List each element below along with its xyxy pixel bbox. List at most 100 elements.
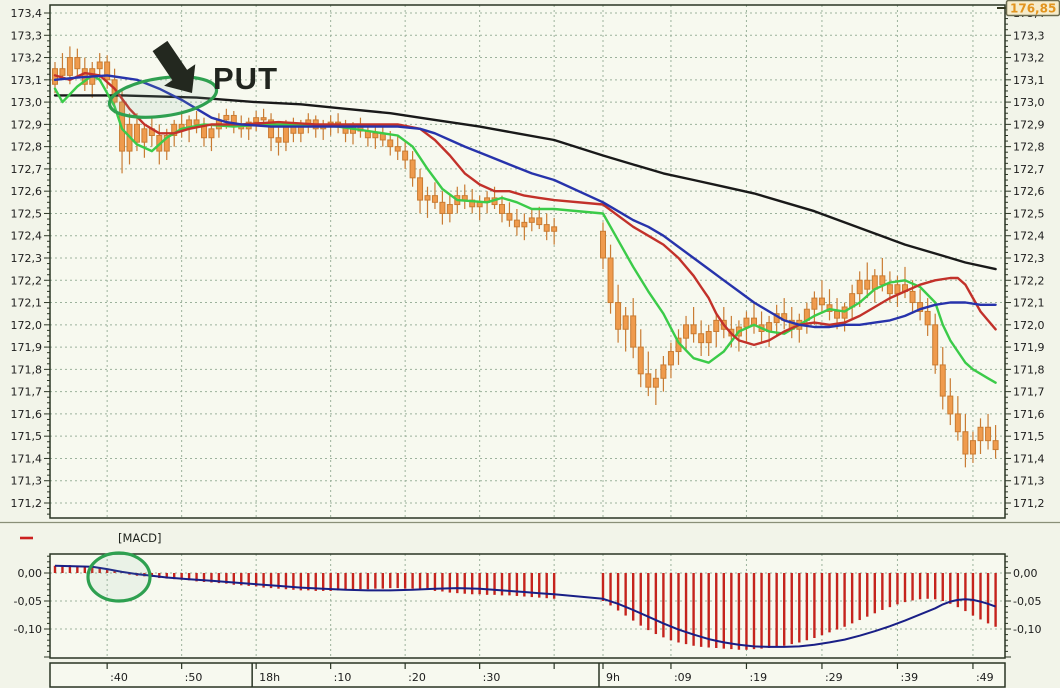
candle-body <box>879 275 886 286</box>
price-label-right: 173,2 <box>1013 52 1045 65</box>
ma-medium-red <box>53 71 997 347</box>
candle-body <box>66 57 73 76</box>
candle-body <box>528 217 535 223</box>
candle-body <box>667 351 674 366</box>
candle-body <box>506 212 513 221</box>
candle-body <box>499 204 505 214</box>
candle-body <box>985 426 992 442</box>
price-label-right: 171,8 <box>1013 363 1045 376</box>
candle-body <box>811 297 818 310</box>
time-label: :29 <box>825 671 843 684</box>
price-badge: 176,85 <box>997 0 1060 17</box>
price-label-right: 172,2 <box>1013 274 1045 287</box>
candle-body <box>394 146 401 152</box>
macd-label-left: 0,00 <box>18 567 43 580</box>
time-label: :30 <box>483 671 501 684</box>
price-label-left: 172,2 <box>11 274 43 287</box>
price-label-right: 171,2 <box>1013 497 1045 510</box>
candle-body <box>208 128 215 139</box>
candle-body <box>894 284 901 295</box>
candle-body <box>417 177 424 201</box>
price-label-right: 173,1 <box>1013 74 1045 87</box>
candle-body <box>630 315 637 348</box>
price-label-right: 171,3 <box>1013 475 1045 488</box>
candle-body <box>954 413 961 433</box>
candle-body <box>622 315 629 330</box>
plot-borders <box>49 4 1006 688</box>
price-label-left: 173,4 <box>11 7 43 20</box>
candle-body <box>275 137 282 143</box>
candle-body <box>551 226 558 232</box>
candle-body <box>962 431 969 455</box>
candle-body <box>431 195 438 203</box>
candle-body <box>104 61 111 81</box>
candle-body <box>660 364 667 379</box>
time-label: :49 <box>976 671 994 684</box>
macd-label-right: -0,05 <box>1013 595 1041 608</box>
macd-histogram <box>53 565 997 650</box>
ma-slow-blue <box>53 74 997 329</box>
time-label: :09 <box>674 671 692 684</box>
time-label: :10 <box>334 671 352 684</box>
macd-plot-area[interactable] <box>50 554 1005 658</box>
candle-body <box>652 377 659 388</box>
candle-body <box>909 290 916 304</box>
price-label-left: 171,4 <box>11 452 43 465</box>
candle-body <box>864 279 871 290</box>
price-label-right: 171,6 <box>1013 408 1045 421</box>
time-axis-band <box>50 663 1005 687</box>
macd-axis: 0,00 0,00 -0,05 -0,05 -0,10 -0,10 <box>14 555 1041 658</box>
price-label-left: 172,0 <box>11 319 43 332</box>
time-label: 18h <box>259 671 280 684</box>
price-label-right: 172,7 <box>1013 163 1045 176</box>
price-label-left: 171,8 <box>11 363 43 376</box>
price-label-left: 172,7 <box>11 163 43 176</box>
price-label-left: 171,9 <box>11 341 43 354</box>
price-label-right: 172,9 <box>1013 118 1045 131</box>
candle-body <box>939 364 946 397</box>
main-plot-area[interactable] <box>50 5 1005 518</box>
candle-body <box>698 333 705 344</box>
price-label-right: 173,3 <box>1013 29 1045 42</box>
candle-body <box>446 204 453 214</box>
price-label-left: 171,5 <box>11 430 43 443</box>
candle-body <box>372 132 379 139</box>
candle-body <box>683 324 690 339</box>
time-label: 9h <box>606 671 620 684</box>
price-axis: 173,4173,4173,3173,3173,2173,2173,1173,1… <box>11 7 1045 515</box>
macd-legend-label: [MACD] <box>118 531 161 545</box>
time-label: :39 <box>900 671 918 684</box>
price-label-right: 171,4 <box>1013 452 1045 465</box>
price-label-left: 173,0 <box>11 96 43 109</box>
candle-body <box>409 159 416 179</box>
candle-body <box>743 317 750 328</box>
entry-circle-macd <box>86 551 152 603</box>
candle-body <box>615 302 622 330</box>
candle-body <box>886 284 893 295</box>
price-label-left: 172,5 <box>11 207 43 220</box>
price-label-right: 172,8 <box>1013 141 1045 154</box>
macd-label-left: -0,10 <box>14 623 42 636</box>
put-arrow-icon <box>152 40 196 93</box>
candle-body <box>253 117 260 123</box>
candle-body <box>521 221 528 228</box>
candle-body <box>543 224 550 232</box>
candle-body <box>856 279 863 295</box>
time-label: :50 <box>185 671 203 684</box>
price-label-right: 171,7 <box>1013 386 1045 399</box>
price-label-left: 173,3 <box>11 29 43 42</box>
macd-signal-line <box>54 564 996 648</box>
price-label-right: 173,0 <box>1013 96 1045 109</box>
candle-body <box>637 346 644 375</box>
price-label-right: 172,3 <box>1013 252 1045 265</box>
candle-body <box>834 310 841 319</box>
candle-body <box>600 230 606 259</box>
candle-body <box>133 123 140 143</box>
candle-body <box>969 440 976 455</box>
candle-body <box>536 217 543 226</box>
candle-body <box>705 330 712 344</box>
candle-body <box>171 123 178 136</box>
price-label-right: 172,0 <box>1013 319 1045 332</box>
put-annotation: PUT <box>107 40 277 119</box>
